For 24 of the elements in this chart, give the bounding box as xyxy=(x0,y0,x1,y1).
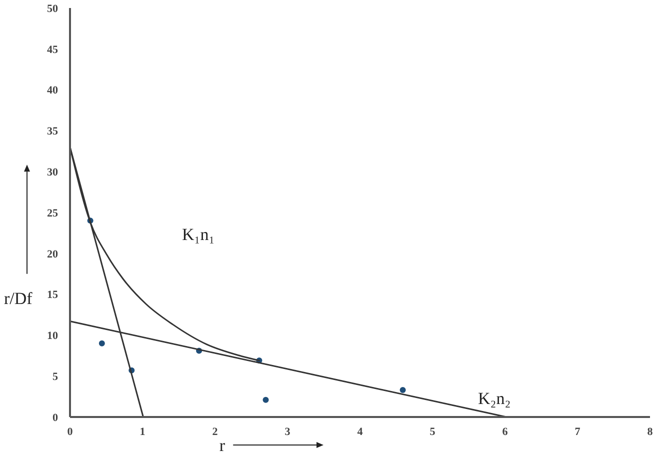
x-tick-label: 8 xyxy=(647,426,654,438)
x-tick-label: 3 xyxy=(284,426,291,438)
annotation: K₁n₁ xyxy=(182,225,215,244)
y-tick-label: 0 xyxy=(52,412,58,424)
x-tick-label: 1 xyxy=(140,426,146,438)
x-axis-title: r xyxy=(219,436,226,455)
y-tick-label: 25 xyxy=(47,207,58,220)
annotation: K₂n₂ xyxy=(478,389,511,408)
x-tick-label: 7 xyxy=(574,426,581,438)
x-tick-label: 6 xyxy=(502,426,508,438)
x-tick-label: 4 xyxy=(357,426,364,438)
y-tick-label: 35 xyxy=(47,126,58,138)
x-tick-label: 2 xyxy=(212,426,218,438)
y-tick-label: 40 xyxy=(47,84,58,97)
y-axis-title: r/Df xyxy=(4,289,33,308)
y-tick-label: 50 xyxy=(47,2,58,15)
y-tick-label: 30 xyxy=(47,166,58,178)
y-tick-label: 45 xyxy=(47,44,58,56)
x-tick-label: 5 xyxy=(430,426,436,438)
y-tick-label: 20 xyxy=(47,248,58,260)
y-tick-label: 10 xyxy=(47,330,58,342)
y-tick-label: 15 xyxy=(47,289,58,302)
y-tick-label: 5 xyxy=(52,370,58,383)
x-tick-label: 0 xyxy=(67,426,74,438)
